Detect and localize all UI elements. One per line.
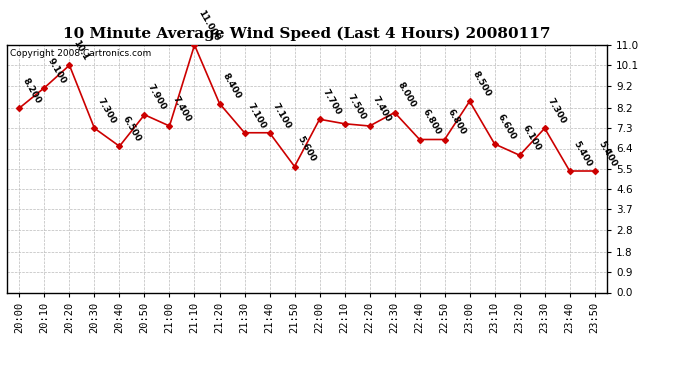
Text: 11.000: 11.000	[196, 8, 221, 42]
Text: 8.500: 8.500	[471, 70, 493, 99]
Text: 7.100: 7.100	[271, 101, 293, 130]
Text: 7.300: 7.300	[546, 96, 568, 126]
Text: 7.700: 7.700	[321, 87, 343, 117]
Text: 5.400: 5.400	[596, 139, 618, 168]
Text: 6.600: 6.600	[496, 112, 518, 141]
Text: 6.100: 6.100	[521, 124, 543, 153]
Text: 7.900: 7.900	[146, 83, 168, 112]
Title: 10 Minute Average Wind Speed (Last 4 Hours) 20080117: 10 Minute Average Wind Speed (Last 4 Hou…	[63, 27, 551, 41]
Text: 6.800: 6.800	[446, 108, 468, 137]
Text: 7.100: 7.100	[246, 101, 268, 130]
Text: 7.500: 7.500	[346, 92, 368, 121]
Text: 10.1: 10.1	[71, 39, 90, 63]
Text: 7.300: 7.300	[96, 96, 118, 126]
Text: 8.000: 8.000	[396, 81, 417, 110]
Text: 6.500: 6.500	[121, 115, 143, 144]
Text: 9.100: 9.100	[46, 56, 68, 85]
Text: 5.600: 5.600	[296, 135, 318, 164]
Text: 7.400: 7.400	[171, 94, 193, 123]
Text: 8.400: 8.400	[221, 72, 243, 101]
Text: 8.200: 8.200	[21, 76, 43, 105]
Text: Copyright 2008 Cartronics.com: Copyright 2008 Cartronics.com	[10, 49, 151, 58]
Text: 5.400: 5.400	[571, 139, 593, 168]
Text: 7.400: 7.400	[371, 94, 393, 123]
Text: 6.800: 6.800	[421, 108, 443, 137]
